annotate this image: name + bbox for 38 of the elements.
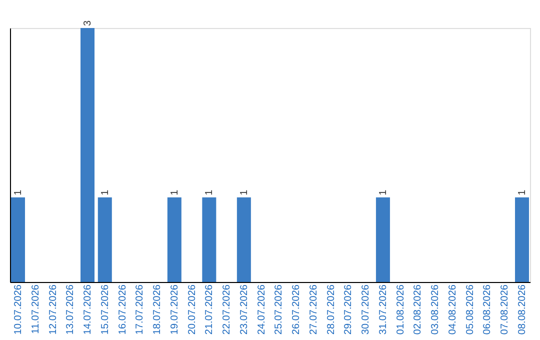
data-label: 3 [82,20,94,26]
x-tick-label: 15.07.2026 [100,284,111,335]
x-tick-label: 28.07.2026 [326,284,337,335]
x-tick-label: 14.07.2026 [82,284,94,335]
x-tick-label: 13.07.2026 [65,284,76,335]
data-label: 1 [204,189,216,196]
x-tick-label: 16.07.2026 [117,284,128,335]
x-tick-label: 05.08.2026 [464,284,476,335]
x-tick-label: 24.07.2026 [256,284,268,335]
x-tick-label: 03.08.2026 [430,284,442,335]
data-label: 1 [517,189,528,196]
x-tick-label: 20.07.2026 [186,284,198,335]
x-tick-label: 17.07.2026 [134,284,146,335]
data-label: 1 [378,189,389,196]
data-label: 1 [100,189,111,196]
x-tick-label: 10.07.2026 [12,284,24,335]
x-tick-label: 01.08.2026 [395,284,406,335]
x-tick-label: 19.07.2026 [169,284,180,335]
x-tick-label: 27.07.2026 [308,284,320,335]
x-tick-label: 12.07.2026 [48,284,59,335]
x-tick-label: 25.07.2026 [274,284,285,335]
x-tick-label: 06.08.2026 [482,284,494,335]
x-tick-label: 22.07.2026 [222,284,233,335]
x-tick-label: 29.07.2026 [343,284,354,335]
x-tick-label: 08.08.2026 [517,284,528,335]
x-tick-label: 02.08.2026 [412,284,424,335]
x-tick-label: 30.07.2026 [360,284,372,335]
data-label: 1 [238,189,250,196]
x-tick-label: 26.07.2026 [291,284,302,335]
x-tick-label: 18.07.2026 [152,284,164,335]
x-tick-label: 31.07.2026 [378,284,389,335]
x-tick-label: 07.08.2026 [500,284,511,335]
data-label: 1 [12,189,24,196]
x-tick-label: 21.07.2026 [204,284,216,335]
x-tick-label: 23.07.2026 [238,284,250,335]
data-label: 1 [169,189,180,196]
x-tick-label: 04.08.2026 [447,284,458,335]
x-tick-label: 11.07.2026 [30,284,42,334]
